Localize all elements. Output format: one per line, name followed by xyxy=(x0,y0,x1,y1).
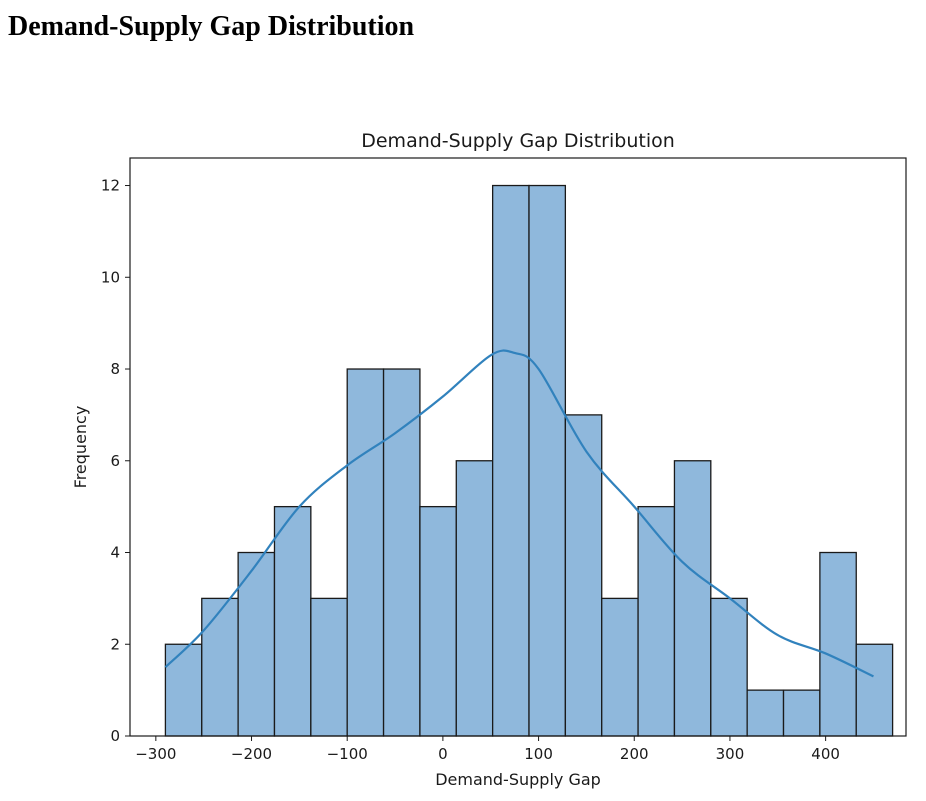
bars-layer xyxy=(164,184,894,737)
histogram-bar xyxy=(455,460,494,737)
histogram-bar xyxy=(382,368,421,737)
y-axis-label: Frequency xyxy=(71,406,90,489)
x-tick-label: 400 xyxy=(811,745,840,763)
x-axis: −300 −200 −100 0 100 200 300 400 xyxy=(135,736,840,763)
histogram-bar xyxy=(528,184,567,737)
histogram-bar xyxy=(710,597,748,737)
x-tick-label: 200 xyxy=(620,745,649,763)
x-tick-label: 0 xyxy=(438,745,448,763)
histogram-bar xyxy=(564,414,603,737)
y-tick-label: 10 xyxy=(101,268,120,286)
x-axis-label: Demand-Supply Gap xyxy=(435,770,601,789)
histogram-bar xyxy=(310,597,348,737)
y-tick-label: 6 xyxy=(110,452,120,470)
y-tick-label: 8 xyxy=(110,360,120,378)
histogram-bar xyxy=(491,184,530,737)
kde-line xyxy=(164,349,874,678)
chart-title: Demand-Supply Gap Distribution xyxy=(361,130,675,152)
histogram-bar xyxy=(419,505,457,737)
histogram-bar xyxy=(201,597,239,737)
y-axis: 0 2 4 6 8 10 12 xyxy=(101,177,130,745)
y-tick-label: 12 xyxy=(101,177,120,195)
histogram-bar xyxy=(273,505,312,737)
histogram-bar xyxy=(782,689,821,737)
y-tick-label: 4 xyxy=(110,544,120,562)
x-tick-label: −100 xyxy=(327,745,368,763)
x-tick-label: −200 xyxy=(231,745,272,763)
y-tick-label: 2 xyxy=(110,635,120,653)
page-heading: Demand-Supply Gap Distribution xyxy=(8,11,415,42)
histogram-bar xyxy=(346,368,385,737)
histogram-bar xyxy=(601,597,639,737)
x-tick-label: 100 xyxy=(524,745,553,763)
histogram-bar xyxy=(855,643,894,737)
y-tick-label: 0 xyxy=(110,727,120,745)
x-tick-label: −300 xyxy=(135,745,176,763)
histogram-bar xyxy=(819,551,857,737)
histogram-bar xyxy=(746,689,785,737)
histogram-bar xyxy=(164,643,203,737)
x-tick-label: 300 xyxy=(716,745,745,763)
histogram-bar xyxy=(237,551,276,737)
histogram-bar xyxy=(637,505,676,737)
histogram-bar xyxy=(673,460,712,737)
plot-frame xyxy=(129,157,907,737)
